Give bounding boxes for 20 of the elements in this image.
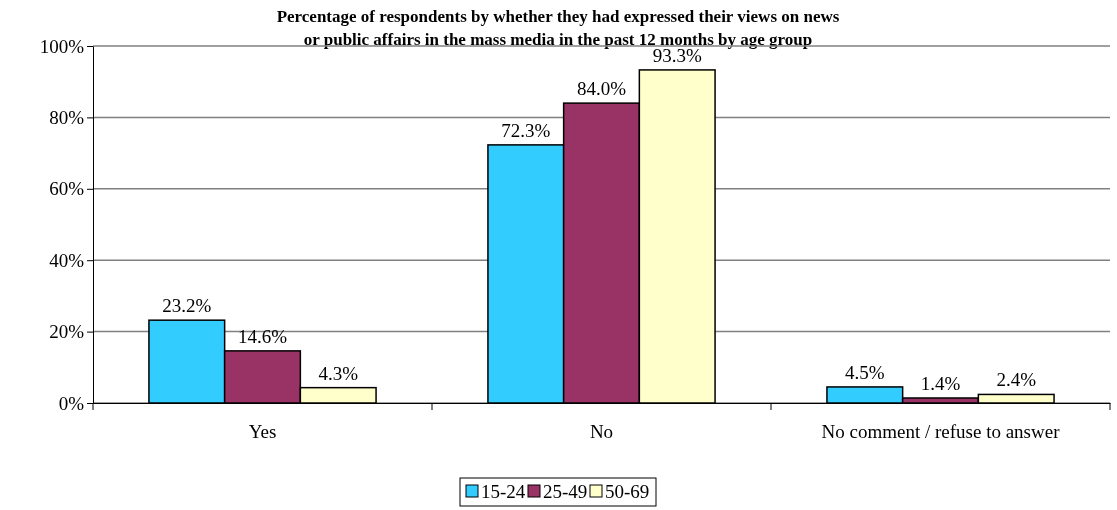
data-label: 23.2% bbox=[162, 295, 212, 317]
y-tick-label: 100% bbox=[39, 35, 85, 57]
data-label: 14.6% bbox=[237, 325, 288, 347]
y-tick-label: 80% bbox=[49, 106, 85, 128]
x-tick-label: Yes bbox=[248, 421, 277, 443]
x-tick-label: No comment / refuse to answer bbox=[821, 421, 1061, 443]
data-label: 4.5% bbox=[845, 361, 885, 383]
data-label: 1.4% bbox=[920, 373, 961, 394]
data-label: 2.4% bbox=[996, 369, 1037, 391]
y-tick-label: 40% bbox=[49, 249, 85, 271]
data-label: 72.3% bbox=[501, 119, 551, 141]
legend-label: 15-24 bbox=[481, 481, 526, 502]
legend-label: 25-49 bbox=[543, 481, 588, 502]
x-tick-label: No bbox=[589, 421, 614, 443]
legend-label: 50-69 bbox=[605, 481, 650, 502]
y-tick-label: 0% bbox=[58, 392, 85, 414]
data-label: 4.3% bbox=[318, 362, 359, 384]
y-tick-label: 60% bbox=[49, 178, 85, 200]
y-tick-label: 20% bbox=[49, 321, 85, 343]
data-label: 84.0% bbox=[576, 78, 627, 100]
